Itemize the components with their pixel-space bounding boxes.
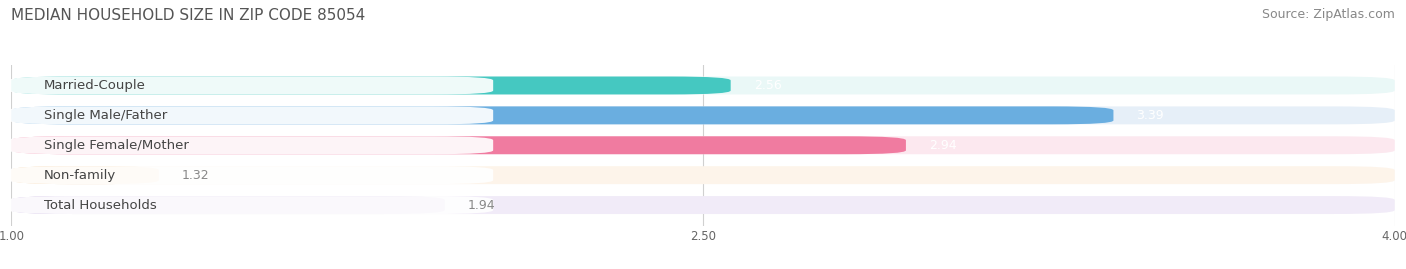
FancyBboxPatch shape xyxy=(8,136,494,154)
FancyBboxPatch shape xyxy=(11,136,1395,154)
Text: MEDIAN HOUSEHOLD SIZE IN ZIP CODE 85054: MEDIAN HOUSEHOLD SIZE IN ZIP CODE 85054 xyxy=(11,8,366,23)
Text: Single Male/Father: Single Male/Father xyxy=(44,109,167,122)
FancyBboxPatch shape xyxy=(11,166,159,184)
Text: 1.94: 1.94 xyxy=(468,199,495,211)
FancyBboxPatch shape xyxy=(8,107,494,124)
FancyBboxPatch shape xyxy=(8,166,494,184)
Text: 1.32: 1.32 xyxy=(181,169,209,182)
Text: Non-family: Non-family xyxy=(44,169,115,182)
Text: Single Female/Mother: Single Female/Mother xyxy=(44,139,188,152)
FancyBboxPatch shape xyxy=(11,196,444,214)
FancyBboxPatch shape xyxy=(11,196,1395,214)
FancyBboxPatch shape xyxy=(11,107,1114,124)
Text: Total Households: Total Households xyxy=(44,199,156,211)
FancyBboxPatch shape xyxy=(11,136,905,154)
FancyBboxPatch shape xyxy=(11,107,1395,124)
FancyBboxPatch shape xyxy=(8,76,494,94)
FancyBboxPatch shape xyxy=(11,76,1395,94)
Text: Married-Couple: Married-Couple xyxy=(44,79,145,92)
FancyBboxPatch shape xyxy=(11,76,731,94)
Text: 2.94: 2.94 xyxy=(929,139,956,152)
Text: 2.56: 2.56 xyxy=(754,79,782,92)
FancyBboxPatch shape xyxy=(8,196,494,214)
FancyBboxPatch shape xyxy=(11,166,1395,184)
Text: Source: ZipAtlas.com: Source: ZipAtlas.com xyxy=(1261,8,1395,21)
Text: 3.39: 3.39 xyxy=(1136,109,1164,122)
